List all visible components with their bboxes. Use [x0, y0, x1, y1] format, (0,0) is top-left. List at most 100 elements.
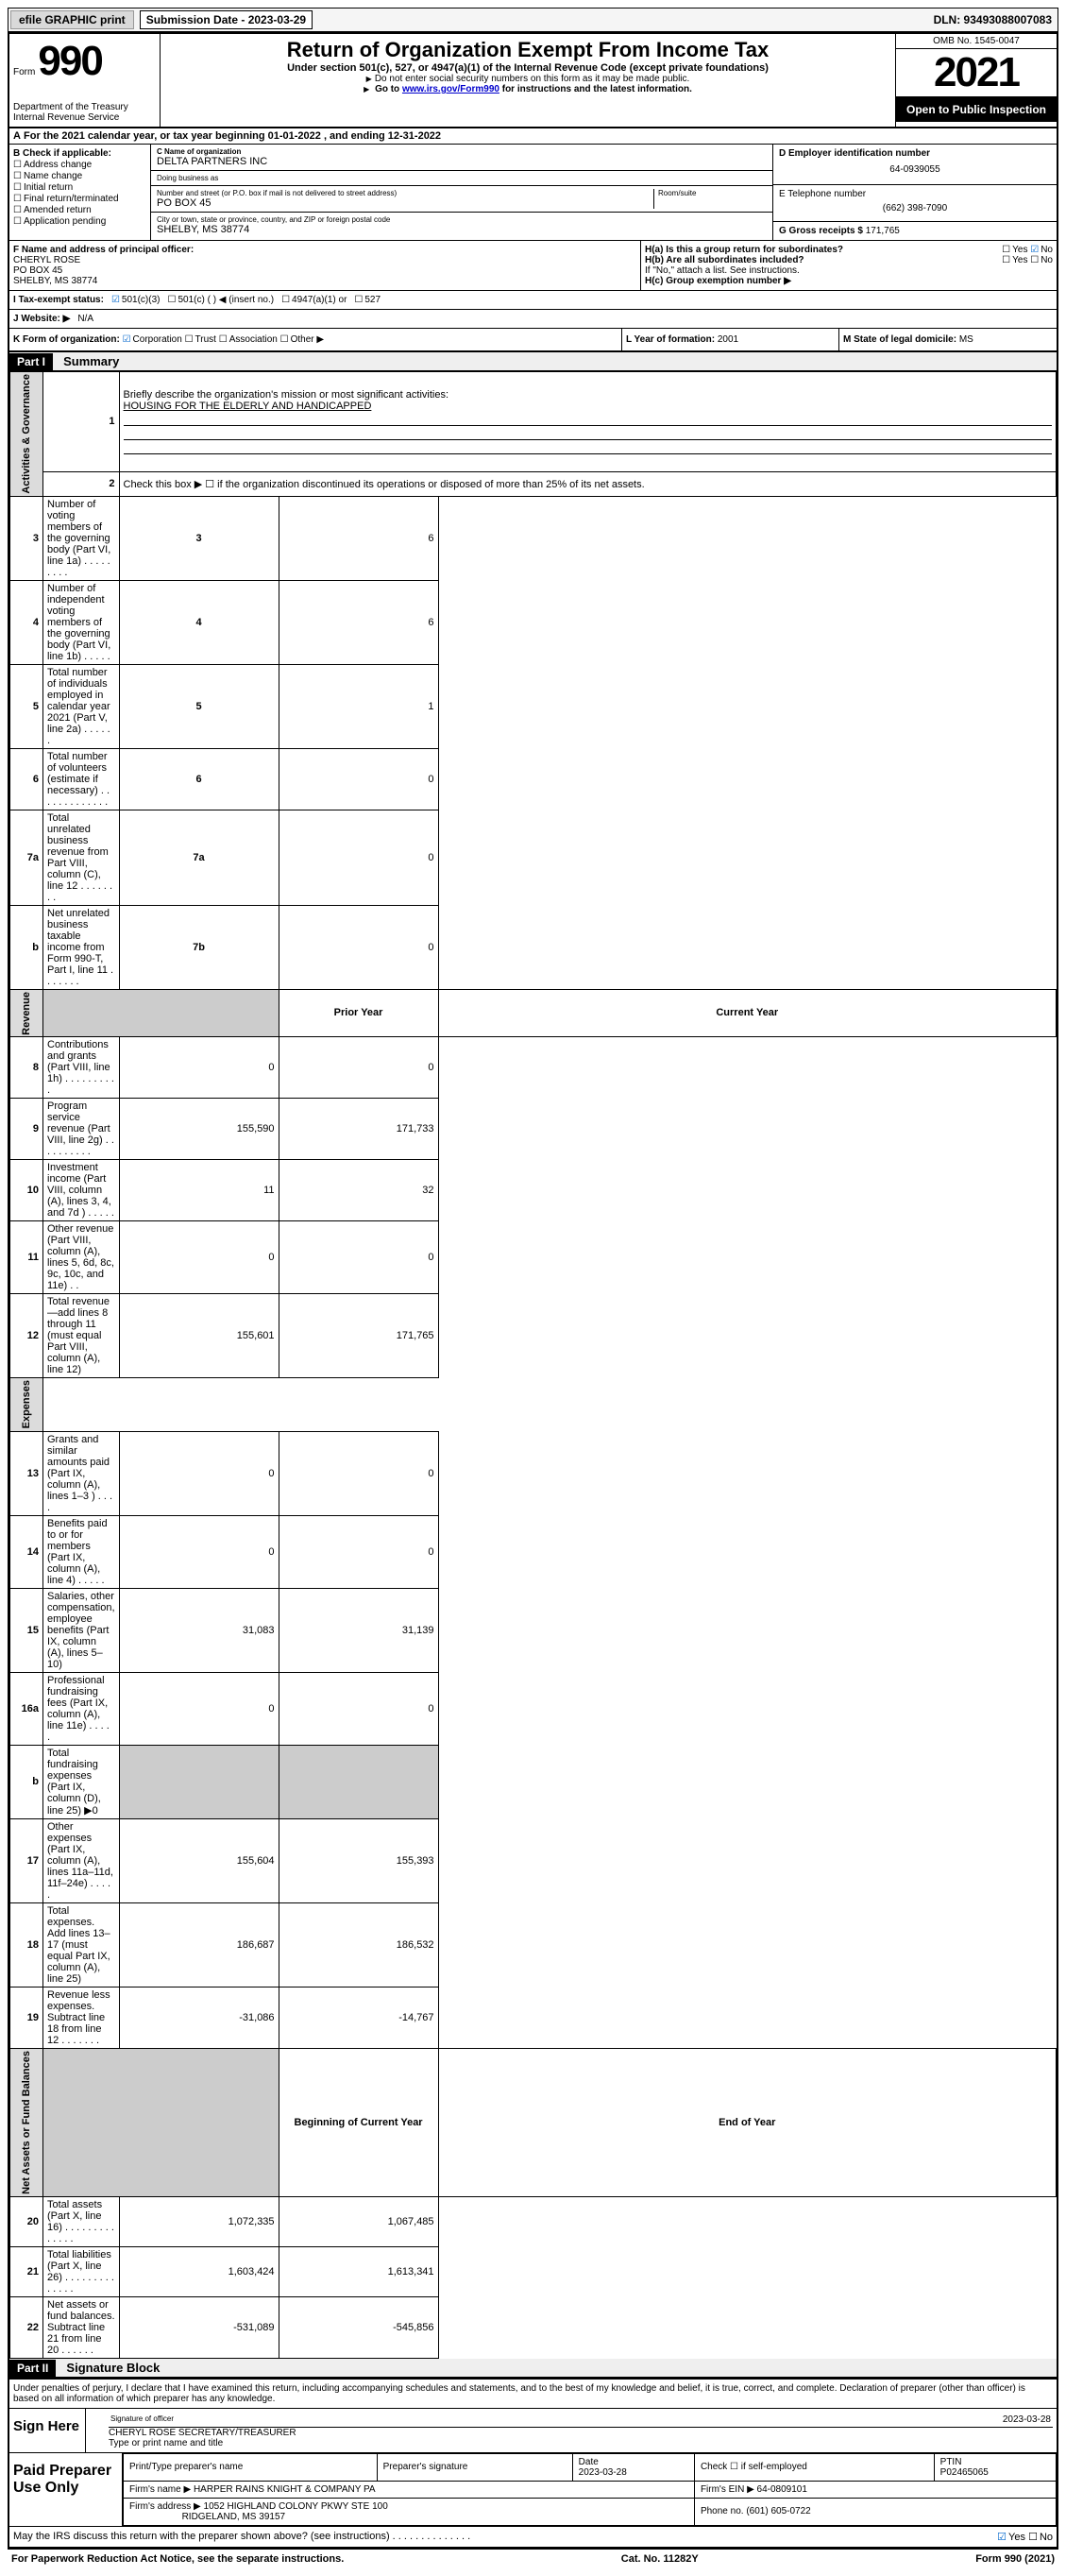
- prior-value: 1,072,335: [119, 2196, 279, 2246]
- tax-year: 2021: [896, 49, 1057, 97]
- chk-name[interactable]: Name change: [13, 171, 146, 181]
- curr-value: 0: [279, 1515, 438, 1588]
- line-box: 7b: [119, 905, 279, 989]
- q1-text: Briefly describe the organization's miss…: [124, 389, 448, 401]
- line-num: 12: [10, 1294, 43, 1378]
- ln-2: 2: [43, 471, 120, 496]
- table-row: 5 Total number of individuals employed i…: [10, 664, 1057, 748]
- prior-value: 155,604: [119, 1818, 279, 1902]
- signature-block: Under penalties of perjury, I declare th…: [9, 2378, 1057, 2547]
- chk-assoc[interactable]: Association: [219, 334, 278, 345]
- section-f-h: F Name and address of principal officer:…: [9, 240, 1057, 291]
- form-label: Form: [13, 67, 35, 77]
- line-box: 6: [119, 748, 279, 810]
- side-rev: Revenue: [10, 989, 43, 1037]
- firm-phone-label: Phone no.: [701, 2506, 744, 2516]
- tax-year-text: For the 2021 calendar year, or tax year …: [24, 130, 441, 142]
- table-row: 14 Benefits paid to or for members (Part…: [10, 1515, 1057, 1588]
- chk-501c3[interactable]: 501(c)(3): [111, 295, 161, 305]
- table-row: 20 Total assets (Part X, line 16) . . . …: [10, 2196, 1057, 2246]
- goto-prefix: Go to: [375, 84, 402, 94]
- chk-corp[interactable]: Corporation: [123, 334, 182, 345]
- year-form-label: L Year of formation:: [626, 334, 715, 345]
- discuss-yes[interactable]: Yes: [997, 2532, 1025, 2543]
- open-public-badge: Open to Public Inspection: [896, 97, 1057, 122]
- chk-501c[interactable]: 501(c) ( ) ◀ (insert no.): [168, 295, 275, 305]
- line-desc: Total number of volunteers (estimate if …: [43, 748, 120, 810]
- discuss-row: May the IRS discuss this return with the…: [9, 2526, 1057, 2547]
- discuss-no[interactable]: No: [1028, 2532, 1053, 2543]
- chk-final[interactable]: Final return/terminated: [13, 194, 146, 204]
- firm-addr1: 1052 HIGHLAND COLONY PKWY STE 100: [204, 2501, 388, 2512]
- omb-number: OMB No. 1545-0047: [896, 34, 1057, 49]
- line-value: 6: [279, 580, 438, 664]
- row-i: I Tax-exempt status: 501(c)(3) 501(c) ( …: [9, 291, 1057, 310]
- ha-yes[interactable]: Yes: [1002, 245, 1027, 255]
- curr-value: 0: [279, 1221, 438, 1294]
- section-h: H(a) Is this a group return for subordin…: [641, 241, 1057, 290]
- hb-no[interactable]: No: [1030, 255, 1053, 265]
- line-desc: Total expenses. Add lines 13–17 (must eq…: [43, 1902, 120, 1987]
- addr-label: Number and street (or P.O. box if mail i…: [157, 189, 653, 197]
- sig-officer-label: Signature of officer: [110, 2414, 174, 2425]
- form-header: Form 990 Department of the Treasury Inte…: [9, 34, 1057, 128]
- tax-status-label: I Tax-exempt status:: [13, 295, 104, 305]
- footer-left: For Paperwork Reduction Act Notice, see …: [11, 2553, 344, 2565]
- line-num: 3: [10, 496, 43, 580]
- line-box: 5: [119, 664, 279, 748]
- sign-here-label: Sign Here: [9, 2409, 85, 2452]
- section-b: B Check if applicable: Address change Na…: [9, 145, 151, 240]
- prep-h1: Print/Type preparer's name: [124, 2453, 378, 2481]
- line-num: 20: [10, 2196, 43, 2246]
- curr-value: 171,765: [279, 1294, 438, 1378]
- chk-4947[interactable]: 4947(a)(1) or: [281, 295, 347, 305]
- chk-address[interactable]: Address change: [13, 160, 146, 170]
- line-box: 3: [119, 496, 279, 580]
- table-row: 6 Total number of volunteers (estimate i…: [10, 748, 1057, 810]
- phone-label: E Telephone number: [779, 189, 1051, 199]
- chk-amended[interactable]: Amended return: [13, 205, 146, 215]
- org-name: DELTA PARTNERS INC: [157, 156, 767, 167]
- row-j: J Website: ▶ N/A: [9, 310, 1057, 329]
- chk-other[interactable]: Other ▶: [280, 334, 324, 345]
- line-num: 21: [10, 2246, 43, 2296]
- dln: DLN: 93493088007083: [934, 13, 1056, 26]
- hb-yes[interactable]: Yes: [1002, 255, 1027, 265]
- curr-value: 171,733: [279, 1099, 438, 1160]
- efile-print-button[interactable]: efile GRAPHIC print: [10, 10, 134, 29]
- chk-527[interactable]: 527: [354, 295, 381, 305]
- chk-initial[interactable]: Initial return: [13, 182, 146, 193]
- firm-ein: 64-0809101: [757, 2484, 807, 2495]
- line-desc: Net unrelated business taxable income fr…: [43, 905, 120, 989]
- ha-no[interactable]: No: [1030, 245, 1053, 255]
- line-num: 17: [10, 1818, 43, 1902]
- firm-ein-label: Firm's EIN ▶: [701, 2484, 754, 2495]
- curr-value: 0: [279, 1672, 438, 1745]
- line-value: 6: [279, 496, 438, 580]
- line-num: 11: [10, 1221, 43, 1294]
- ha-label: H(a) Is this a group return for subordin…: [645, 245, 843, 255]
- table-row: 15 Salaries, other compensation, employe…: [10, 1588, 1057, 1672]
- table-row: 22 Net assets or fund balances. Subtract…: [10, 2296, 1057, 2358]
- header-center: Return of Organization Exempt From Incom…: [161, 34, 896, 127]
- page-footer: For Paperwork Reduction Act Notice, see …: [8, 2549, 1058, 2568]
- org-name-label: C Name of organization: [157, 147, 241, 156]
- chk-pending[interactable]: Application pending: [13, 216, 146, 227]
- table-row: b Net unrelated business taxable income …: [10, 905, 1057, 989]
- line-desc: Net assets or fund balances. Subtract li…: [43, 2296, 120, 2358]
- line-desc: Revenue less expenses. Subtract line 18 …: [43, 1987, 120, 2048]
- chk-trust[interactable]: Trust: [185, 334, 216, 345]
- line-num: 8: [10, 1037, 43, 1099]
- irs-link[interactable]: www.irs.gov/Form990: [402, 84, 499, 94]
- addr-value: PO BOX 45: [157, 197, 653, 209]
- mission-blank-1: [124, 412, 1052, 426]
- line-desc: Number of independent voting members of …: [43, 580, 120, 664]
- prior-value: 0: [119, 1515, 279, 1588]
- line-desc: Total fundraising expenses (Part IX, col…: [43, 1745, 120, 1818]
- line-desc: Grants and similar amounts paid (Part IX…: [43, 1431, 120, 1515]
- part2-badge: Part II: [9, 2360, 56, 2377]
- section-c: C Name of organization DELTA PARTNERS IN…: [151, 145, 773, 240]
- line-value: 1: [279, 664, 438, 748]
- prior-value: 0: [119, 1037, 279, 1099]
- curr-value: 186,532: [279, 1902, 438, 1987]
